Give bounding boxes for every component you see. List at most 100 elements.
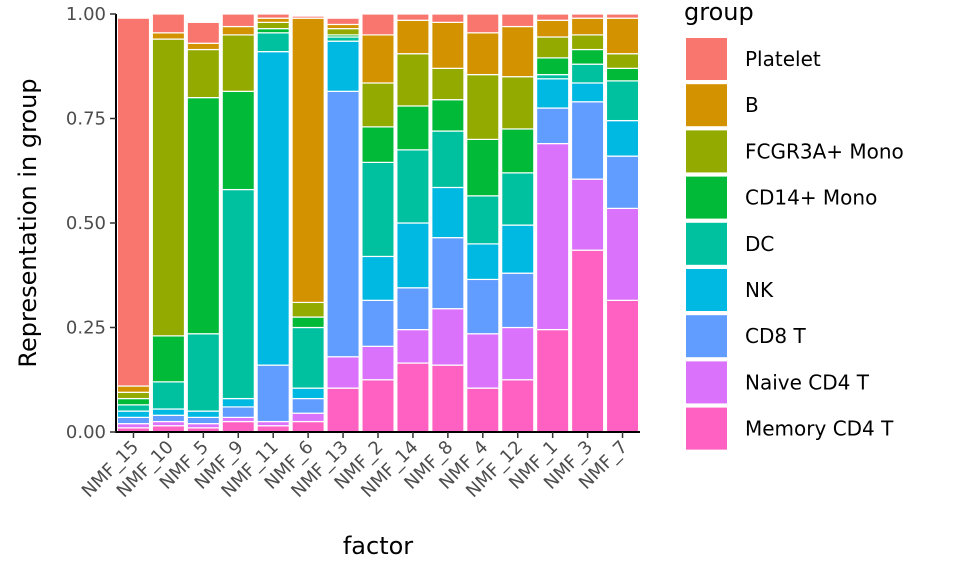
bar-segment-nmf-2-fcgr3a-mono [361,82,395,128]
bar-segment-nmf-12-cd8-t [501,272,535,329]
bar-segment-nmf-1-memory-cd4-t [535,328,570,433]
legend-key-dc [686,222,727,265]
bar-segment-nmf-8-b [431,21,465,69]
bar-segment-nmf-11-platelet [256,13,290,19]
bar-segment-nmf-1-naive-cd4-t [535,142,570,331]
bar-segment-nmf-10-fcgr3a-mono [151,38,186,337]
bar-segment-nmf-12-nk [501,224,535,274]
bar-segment-nmf-2-memory-cd4-t [361,379,395,433]
bar-segment-nmf-3-cd14-mono [570,48,605,65]
bar-segment-nmf-10-nk [151,408,186,416]
bar-segment-nmf-3-b [570,17,605,36]
bar-segment-nmf-8-cd14-mono [431,99,465,132]
bar-segment-nmf-4-naive-cd4-t [466,333,500,389]
bar-segment-nmf-5-nk [186,410,221,418]
bar-segment-nmf-9-naive-cd4-t [221,416,255,423]
bar-segment-nmf-10-b [151,32,186,40]
bar-segment-nmf-6-b [291,17,325,304]
bar-segment-nmf-11-fcgr3a-mono [256,21,290,30]
bar-segment-nmf-4-b [466,32,500,76]
bar-segment-nmf-7-b [605,17,640,55]
bar-segment-nmf-8-fcgr3a-mono [431,67,465,101]
bar-segment-nmf-5-b [186,42,221,51]
bar-segment-nmf-9-cd8-t [221,406,255,418]
bar-segment-nmf-2-naive-cd4-t [361,345,395,381]
bar-segment-nmf-13-cd8-t [326,90,360,358]
bar-segment-nmf-4-cd8-t [466,278,500,335]
bar-segment-nmf-6-nk [291,387,325,400]
legend: group Platelet B FCGR3A+ Mono CD14+ Mono DC N… [684,0,904,450]
bar-segment-nmf-6-fcgr3a-mono [291,301,325,318]
bar-segment-nmf-6-naive-cd4-t [291,412,325,423]
bar-segment-nmf-12-dc [501,172,535,226]
bar-segment-nmf-15-cd8-t [116,416,151,425]
bar-segment-nmf-7-cd14-mono [605,67,640,82]
bar-segment-nmf-7-nk [605,119,640,157]
bar-segment-nmf-11-cd14-mono [256,28,290,34]
bar-segment-nmf-12-cd14-mono [501,128,535,174]
bar-segment-nmf-15-b [116,385,151,393]
legend-key-b [686,84,727,127]
bar-segment-nmf-15-dc [116,404,151,412]
bar-segment-nmf-10-cd8-t [151,414,186,423]
bar-segment-nmf-6-dc [291,326,325,389]
bar-segment-nmf-5-cd14-mono [186,96,221,335]
x-axis-ticks: NMF_15NMF_10NMF_5NMF_9NMF_11NMF_6NMF_13N… [78,432,632,502]
bar-segment-nmf-9-b [221,25,255,36]
bar-segment-nmf-1-platelet [535,13,570,21]
y-axis-ticks: 0.00 0.25 0.50 0.75 1.00 [66,4,116,443]
bar-segment-nmf-2-nk [361,255,395,301]
legend-key-cd8-t [686,315,727,358]
bar-segment-nmf-4-nk [466,243,500,281]
bar-segment-nmf-1-dc [535,74,570,80]
bar-segment-nmf-10-dc [151,381,186,410]
bar-segment-nmf-8-naive-cd4-t [431,308,465,366]
bar-segment-nmf-8-nk [431,186,465,239]
bar-segment-nmf-15-nk [116,410,151,418]
legend-label-fcgr3a-mono: FCGR3A+ Mono [745,139,904,163]
bar-segment-nmf-12-platelet [501,13,535,28]
bar-segment-nmf-11-nk [256,51,290,366]
bar-segment-nmf-7-platelet [605,13,640,19]
legend-label-nk: NK [745,278,774,302]
bar-segment-nmf-14-cd8-t [396,287,430,331]
legend-label-b: B [745,93,759,117]
bar-segment-nmf-2-dc [361,161,395,258]
bar-segment-nmf-14-cd14-mono [396,105,430,151]
bar-segment-nmf-13-b [326,23,360,30]
bar-segment-nmf-15-cd14-mono [116,397,151,406]
bar-segment-nmf-15-fcgr3a-mono [116,391,151,400]
bar-segment-nmf-3-naive-cd4-t [570,178,605,251]
bar-segment-nmf-2-platelet [361,13,395,36]
legend-label-memory-cd4-t: Memory CD4 T [745,417,894,441]
legend-key-nk [686,269,727,311]
y-tick-label: 0.25 [66,318,106,339]
bar-segment-nmf-4-memory-cd4-t [466,387,500,433]
bar-segment-nmf-9-cd14-mono [221,90,255,191]
bar-segment-nmf-1-b [535,19,570,38]
bar-segment-nmf-5-naive-cd4-t [186,423,221,429]
y-tick-label: 0.50 [66,213,106,234]
bar-segment-nmf-13-memory-cd4-t [326,387,360,433]
bar-segment-nmf-13-dc [326,36,360,42]
y-axis-title: Representation in group [14,78,42,367]
bar-segment-nmf-12-memory-cd4-t [501,379,535,433]
bar-segment-nmf-3-fcgr3a-mono [570,34,605,51]
legend-key-cd14-mono [686,176,727,219]
legend-title: group [684,0,754,26]
bar-segment-nmf-6-cd8-t [291,397,325,414]
bar-segment-nmf-11-dc [256,32,290,53]
bar-segment-nmf-3-cd8-t [570,101,605,180]
legend-label-platelet: Platelet [745,47,821,71]
bar-segment-nmf-12-b [501,25,535,78]
bar-segment-nmf-8-dc [431,130,465,189]
bar-segment-nmf-13-platelet [326,17,360,26]
bar-segment-nmf-14-b [396,19,430,55]
legend-label-cd14-mono: CD14+ Mono [745,186,877,210]
bar-segment-nmf-14-dc [396,149,430,224]
bar-segment-nmf-12-fcgr3a-mono [501,76,535,130]
bar-segment-nmf-8-cd8-t [431,237,465,310]
bar-segment-nmf-15-platelet [116,17,151,387]
bar-segment-nmf-6-platelet [291,15,325,19]
bar-segment-nmf-9-fcgr3a-mono [221,34,255,92]
